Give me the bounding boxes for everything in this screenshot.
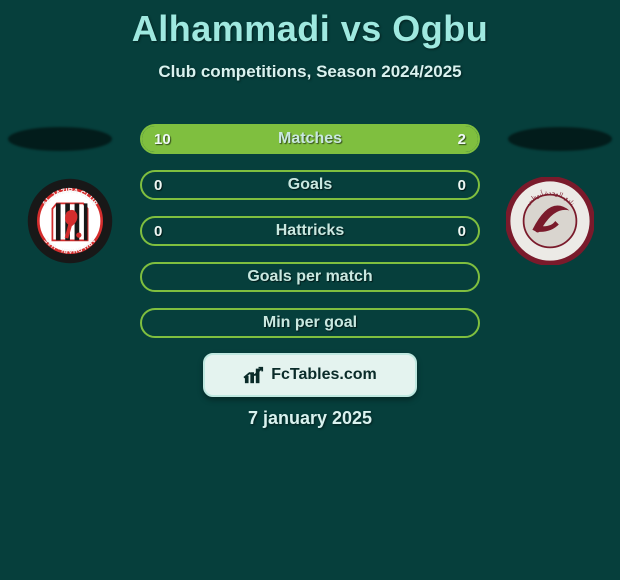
date-label: 7 january 2025 xyxy=(0,408,620,429)
subtitle: Club competitions, Season 2024/2025 xyxy=(0,62,620,82)
stat-value-right: 0 xyxy=(458,218,466,244)
stat-row-goals: 0 Goals 0 xyxy=(140,170,480,200)
stat-row-min-per-goal: Min per goal xyxy=(140,308,480,338)
stat-value-left: 0 xyxy=(154,172,162,198)
stat-value-left: 0 xyxy=(154,218,162,244)
stat-label: Hattricks xyxy=(142,218,478,244)
fctables-link[interactable]: FcTables.com xyxy=(203,353,417,397)
stat-label: Goals xyxy=(142,172,478,198)
right-club-logo: نادي الوحدة أبوظبي xyxy=(506,177,594,265)
stat-row-matches: 10 Matches 2 xyxy=(140,124,480,154)
stat-row-hattricks: 0 Hattricks 0 xyxy=(140,216,480,246)
stat-fill-left xyxy=(142,126,421,152)
shadow-ellipse-right xyxy=(508,127,612,151)
stat-fill-right xyxy=(421,126,478,152)
shield-icon: AL-JAZIRA CLUB ABU DHABI · UAE xyxy=(26,177,114,265)
crest-icon: نادي الوحدة أبوظبي xyxy=(506,177,594,265)
stat-row-goals-per-match: Goals per match xyxy=(140,262,480,292)
shadow-ellipse-left xyxy=(8,127,112,151)
stat-label: Goals per match xyxy=(142,264,478,290)
fctables-label: FcTables.com xyxy=(271,366,377,384)
stat-value-right: 0 xyxy=(458,172,466,198)
stat-value-right: 2 xyxy=(458,126,466,152)
stat-label: Min per goal xyxy=(142,310,478,336)
page-title: Alhammadi vs Ogbu xyxy=(0,8,620,50)
bar-chart-icon xyxy=(243,365,265,385)
left-club-logo: AL-JAZIRA CLUB ABU DHABI · UAE xyxy=(26,177,114,265)
stat-value-left: 10 xyxy=(154,126,171,152)
